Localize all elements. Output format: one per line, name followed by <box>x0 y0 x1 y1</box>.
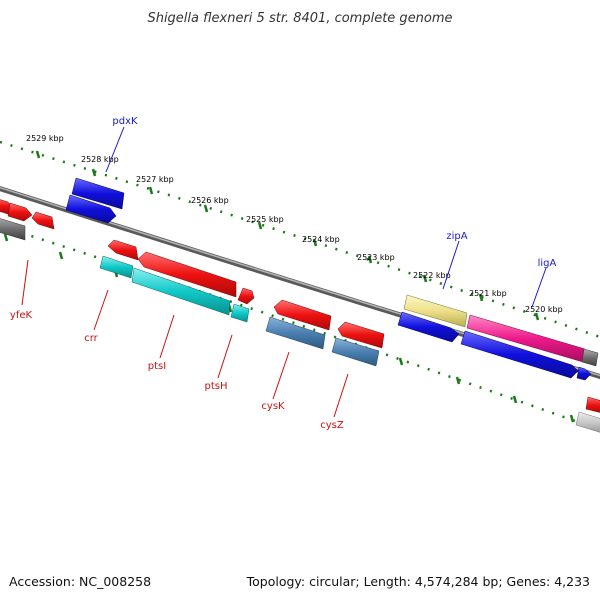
gene-label-cysK: cysK <box>261 401 285 412</box>
kbp-label: 2522 kbp <box>413 271 451 280</box>
kbp-label: 2520 kbp <box>525 305 563 314</box>
gene-cysK-block <box>265 316 326 350</box>
kbp-label: 2529 kbp <box>26 134 64 143</box>
kbp-label: 2528 kbp <box>81 155 119 164</box>
gene-zipA-block <box>403 294 468 328</box>
gene-cysZ-block <box>331 337 380 367</box>
topology-text: Topology: circular; Length: 4,574,284 bp… <box>246 574 590 589</box>
gene-label-ptsI: ptsI <box>148 361 166 372</box>
gene-label-zipA: zipA <box>446 231 467 242</box>
gene-pdxK-block <box>71 177 125 210</box>
map-title: Shigella flexneri 5 str. 8401, complete … <box>147 11 452 26</box>
kbp-labels: 2529 kbp 2528 kbp 2527 kbp 2526 kbp 2525… <box>26 134 563 314</box>
major-ticks-top <box>35 150 540 321</box>
gene-label-ptsH: ptsH <box>205 381 228 392</box>
gene-crr-block <box>99 255 134 279</box>
kbp-label: 2526 kbp <box>191 196 229 205</box>
gene-label-cysZ: cysZ <box>320 420 344 431</box>
gene-features <box>0 177 600 433</box>
leader-lines <box>21 126 547 418</box>
gene-label-ligA: ligA <box>538 258 557 269</box>
gene-ptsH-block <box>230 303 250 323</box>
kbp-label: 2524 kbp <box>302 235 340 244</box>
kbp-label: 2527 kbp <box>136 175 174 184</box>
scale-track <box>0 140 600 432</box>
gene-label-pdxK: pdxK <box>112 116 138 127</box>
accession-text: Accession: NC_008258 <box>9 574 151 589</box>
gene-label-crr: crr <box>84 333 98 344</box>
gene-labels: pdxK zipA ligA yfeK crr ptsI ptsH cysK c… <box>10 116 557 431</box>
kbp-label: 2521 kbp <box>469 289 507 298</box>
gene-ptsI-block <box>137 251 237 298</box>
kbp-label: 2523 kbp <box>357 253 395 262</box>
kbp-label: 2525 kbp <box>246 215 284 224</box>
gene-label-yfeK: yfeK <box>10 310 33 321</box>
